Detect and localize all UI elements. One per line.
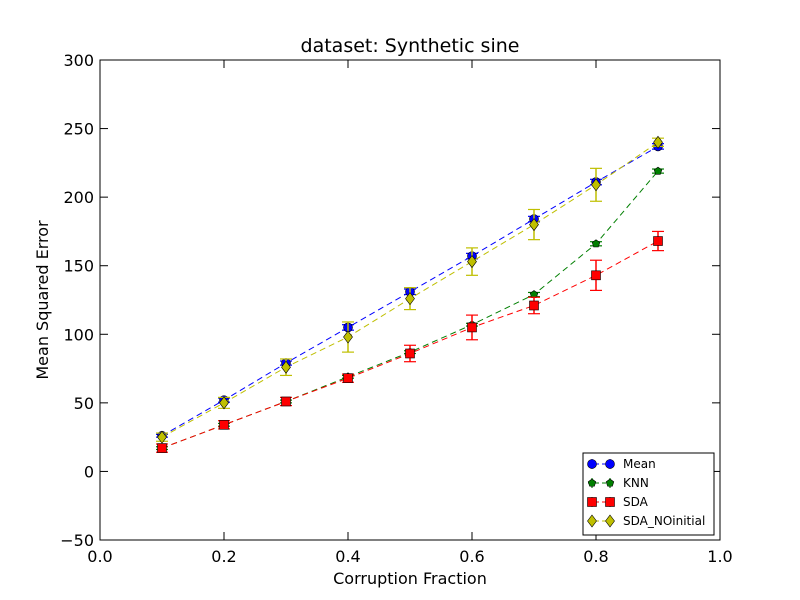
legend-label: SDA	[623, 495, 649, 509]
y-tick-label: 100	[63, 325, 94, 344]
y-tick-label: 0	[84, 462, 94, 481]
y-tick-label: −50	[60, 531, 94, 550]
y-tick-label: 200	[63, 188, 94, 207]
x-tick-label: 0.4	[335, 547, 360, 566]
x-tick-label: 1.0	[707, 547, 732, 566]
data-point	[405, 292, 415, 306]
data-point	[529, 218, 539, 232]
data-point	[343, 373, 353, 383]
x-tick-label: 0.2	[211, 547, 236, 566]
chart-title: dataset: Synthetic sine	[301, 35, 520, 57]
data-point	[591, 178, 601, 192]
data-point	[157, 443, 167, 453]
legend-marker	[587, 497, 597, 507]
data-point	[219, 396, 229, 410]
legend-label: SDA_NOinitial	[623, 514, 705, 528]
legend-marker	[587, 514, 597, 528]
plot-frame	[99, 59, 721, 541]
series-sda	[156, 230, 664, 453]
data-point	[467, 255, 477, 269]
y-tick-label: 300	[63, 51, 94, 70]
legend-marker	[605, 497, 615, 507]
data-point	[591, 239, 601, 248]
y-tick-label: 150	[63, 257, 94, 276]
data-point	[281, 360, 291, 374]
data-point	[653, 135, 663, 149]
data-point	[467, 322, 477, 333]
y-tick-label: 50	[74, 394, 94, 413]
legend-item: Mean	[587, 457, 656, 471]
x-tick-label: 0.8	[583, 547, 608, 566]
series-line	[161, 145, 659, 437]
legend-label: KNN	[623, 476, 649, 490]
x-axis-label: Corruption Fraction	[333, 569, 487, 588]
data-point	[281, 396, 291, 407]
y-tick-label: 250	[63, 120, 94, 139]
y-axis-label: Mean Squared Error	[33, 220, 52, 380]
data-point	[343, 330, 353, 344]
data-point	[653, 166, 663, 175]
data-point	[653, 236, 663, 246]
legend-marker	[605, 514, 615, 528]
data-point	[405, 348, 415, 359]
legend: Mean KNN SDA SDA_NOinitial	[582, 452, 715, 536]
legend-label: Mean	[623, 457, 656, 471]
x-tick-label: 0.0	[87, 547, 112, 566]
data-point	[529, 300, 539, 311]
legend-marker	[587, 459, 597, 469]
legend-marker	[605, 459, 615, 469]
legend-item: SDA	[587, 495, 649, 509]
data-point	[591, 270, 601, 281]
legend-item: SDA_NOinitial	[587, 514, 705, 528]
legend-marker	[587, 478, 597, 487]
x-tick-label: 0.6	[459, 547, 484, 566]
series-sda-noinitial	[156, 135, 664, 444]
data-point	[219, 419, 229, 430]
legend-item: KNN	[587, 476, 649, 490]
legend-marker	[605, 478, 615, 487]
data-point	[157, 430, 167, 444]
